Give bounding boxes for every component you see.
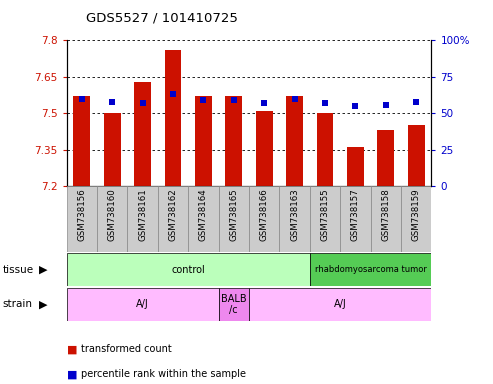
Text: transformed count: transformed count	[81, 344, 172, 354]
Bar	[134, 82, 151, 186]
Text: rhabdomyosarcoma tumor: rhabdomyosarcoma tumor	[315, 265, 426, 274]
Text: GSM738165: GSM738165	[229, 188, 238, 241]
Bar	[165, 50, 181, 186]
Point	[199, 97, 208, 103]
Text: GSM738155: GSM738155	[320, 188, 329, 241]
Bar	[67, 253, 310, 286]
Bar	[218, 186, 249, 252]
Bar	[73, 96, 90, 186]
Text: control: control	[171, 265, 205, 275]
Point	[352, 103, 359, 109]
Bar	[310, 186, 340, 252]
Bar	[225, 96, 242, 186]
Text: ■: ■	[67, 369, 77, 379]
Bar	[256, 111, 273, 186]
Bar	[218, 288, 249, 321]
Text: GDS5527 / 101410725: GDS5527 / 101410725	[86, 12, 238, 25]
Bar	[188, 186, 218, 252]
Text: GSM738161: GSM738161	[138, 188, 147, 241]
Point	[291, 96, 299, 102]
Text: tissue: tissue	[2, 265, 34, 275]
Text: BALB
/c: BALB /c	[221, 293, 246, 315]
Point	[169, 91, 177, 98]
Point	[260, 100, 268, 106]
Bar	[340, 186, 371, 252]
Text: ■: ■	[67, 344, 77, 354]
Bar	[195, 96, 211, 186]
Point	[108, 99, 116, 105]
Text: GSM738157: GSM738157	[351, 188, 360, 241]
Bar	[104, 113, 120, 186]
Bar	[127, 186, 158, 252]
Text: ▶: ▶	[39, 265, 48, 275]
Bar	[286, 96, 303, 186]
Point	[139, 100, 146, 106]
Point	[321, 100, 329, 106]
Bar	[67, 186, 97, 252]
Bar	[408, 126, 424, 186]
Text: GSM738159: GSM738159	[412, 188, 421, 241]
Text: GSM738164: GSM738164	[199, 188, 208, 241]
Bar	[317, 113, 333, 186]
Text: A/J: A/J	[136, 299, 149, 310]
Bar	[280, 186, 310, 252]
Point	[230, 97, 238, 103]
Point	[78, 96, 86, 102]
Text: ▶: ▶	[39, 299, 48, 310]
Text: GSM738166: GSM738166	[260, 188, 269, 241]
Text: percentile rank within the sample: percentile rank within the sample	[81, 369, 246, 379]
Bar	[249, 186, 280, 252]
Bar	[347, 147, 364, 186]
Text: GSM738160: GSM738160	[107, 188, 117, 241]
Bar	[371, 186, 401, 252]
Bar	[249, 288, 431, 321]
Bar	[401, 186, 431, 252]
Bar	[67, 288, 218, 321]
Point	[412, 99, 420, 105]
Bar	[158, 186, 188, 252]
Text: GSM738162: GSM738162	[169, 188, 177, 241]
Bar	[97, 186, 127, 252]
Text: GSM738163: GSM738163	[290, 188, 299, 241]
Text: strain: strain	[2, 299, 33, 310]
Point	[382, 101, 389, 108]
Text: A/J: A/J	[334, 299, 347, 310]
Bar	[310, 253, 431, 286]
Text: GSM738156: GSM738156	[77, 188, 86, 241]
Text: GSM738158: GSM738158	[381, 188, 390, 241]
Bar	[378, 130, 394, 186]
